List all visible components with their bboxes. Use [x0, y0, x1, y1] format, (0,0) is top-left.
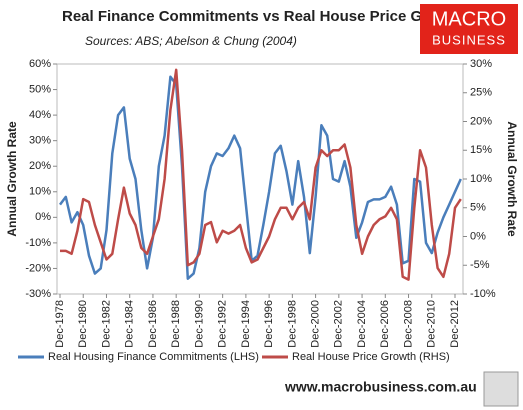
legend-label: Real Housing Finance Commitments (LHS)	[48, 351, 259, 363]
y2-tick-label: 30%	[470, 58, 492, 70]
y2-tick-label: -5%	[470, 259, 490, 271]
y-tick-label: -30%	[25, 288, 51, 300]
x-tick-label: Dec-1996	[263, 300, 275, 348]
y2-axis-label: Annual Growth Rate	[505, 121, 519, 237]
x-tick-label: Dec-1978	[54, 300, 66, 348]
y2-tick-label: -10%	[470, 288, 496, 300]
chart-title: Real Finance Commitments vs Real House P…	[62, 8, 463, 25]
x-tick-label: Dec-1986	[147, 300, 159, 348]
x-tick-label: Dec-2004	[356, 300, 368, 348]
x-tick-label: Dec-1992	[217, 300, 229, 348]
y2-tick-label: 10%	[470, 173, 492, 185]
y2-tick-label: 5%	[470, 202, 486, 214]
y-tick-label: 40%	[29, 109, 51, 121]
x-tick-label: Dec-1998	[286, 300, 298, 348]
y-tick-label: 50%	[29, 83, 51, 95]
footer: www.macrobusiness.com.au	[284, 379, 477, 395]
x-tick-label: Dec-1994	[240, 300, 252, 348]
x-tick-label: Dec-2010	[426, 300, 438, 348]
y2-tick-label: 0%	[470, 230, 486, 242]
series-line	[60, 68, 462, 281]
chart-subtitle: Sources: ABS; Abelson & Chung (2004)	[85, 34, 297, 48]
x-tick-label: Dec-2000	[309, 300, 321, 348]
x-tick-label: Dec-2012	[449, 300, 461, 348]
y-tick-label: 0%	[35, 211, 51, 223]
y-axis-label: Annual Growth Rate	[5, 121, 19, 237]
x-tick-label: Dec-1984	[124, 300, 136, 348]
y2-tick-label: 20%	[470, 115, 492, 127]
x-tick-label: Dec-1988	[170, 300, 182, 348]
y-tick-label: 20%	[29, 160, 51, 172]
y-tick-label: -20%	[25, 262, 51, 274]
logo-icon	[483, 371, 519, 407]
y-tick-label: 60%	[29, 58, 51, 70]
y-tick-label: -10%	[25, 237, 51, 249]
x-tick-label: Dec-1982	[100, 300, 112, 348]
x-tick-label: Dec-2006	[379, 300, 391, 348]
x-tick-label: Dec-1980	[77, 300, 89, 348]
x-tick-label: Dec-1990	[193, 300, 205, 348]
logo-text: MACRO	[432, 8, 506, 30]
y-tick-label: 10%	[29, 186, 51, 198]
legend-label: Real House Price Growth (RHS)	[292, 351, 450, 363]
y-tick-label: 30%	[29, 135, 51, 147]
x-tick-label: Dec-2008	[402, 300, 414, 348]
series-line	[59, 75, 462, 280]
logo-box	[420, 4, 518, 54]
x-tick-label: Dec-2002	[333, 300, 345, 348]
logo-text: BUSINESS	[432, 32, 506, 47]
y2-tick-label: 25%	[470, 87, 492, 99]
y2-tick-label: 15%	[470, 144, 492, 156]
